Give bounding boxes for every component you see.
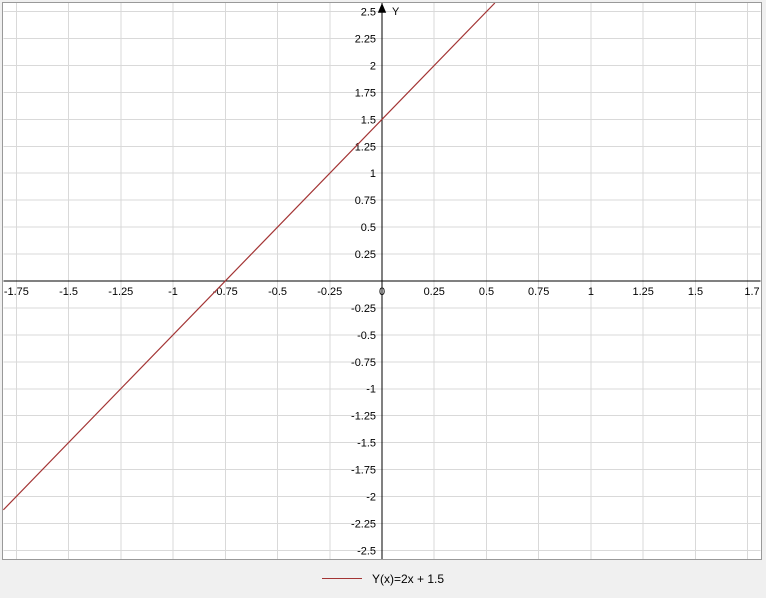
svg-text:2.5: 2.5 [361, 7, 376, 19]
legend: Y(x)=2x + 1.5 [3, 566, 763, 586]
svg-text:-0.75: -0.75 [351, 357, 376, 369]
svg-text:-1.25: -1.25 [108, 286, 133, 298]
svg-text:-1.75: -1.75 [351, 465, 376, 477]
svg-text:-0.25: -0.25 [351, 303, 376, 315]
svg-text:-2.25: -2.25 [351, 518, 376, 530]
svg-text:0.75: 0.75 [528, 286, 549, 298]
svg-text:-0.75: -0.75 [213, 286, 238, 298]
legend-text: Y(x)=2x + 1.5 [372, 572, 444, 586]
svg-text:-1: -1 [366, 384, 376, 396]
svg-text:-1.5: -1.5 [357, 438, 376, 450]
svg-text:-1: -1 [168, 286, 178, 298]
legend-line-sample [322, 578, 362, 579]
svg-text:0: 0 [379, 286, 385, 298]
svg-text:-0.5: -0.5 [268, 286, 287, 298]
svg-text:-2: -2 [366, 491, 376, 503]
svg-text:1.75: 1.75 [355, 87, 376, 99]
svg-text:0.25: 0.25 [424, 286, 445, 298]
svg-text:1.5: 1.5 [361, 114, 376, 126]
svg-text:-1.75: -1.75 [4, 286, 29, 298]
svg-text:0.25: 0.25 [355, 249, 376, 261]
svg-text:-2.5: -2.5 [357, 545, 376, 557]
chart-svg: -1.75-1.5-1.25-1-0.75-0.5-0.2500.250.50.… [3, 3, 761, 559]
svg-text:1.7: 1.7 [744, 286, 759, 298]
svg-text:-1.25: -1.25 [351, 411, 376, 423]
svg-text:1: 1 [370, 168, 376, 180]
svg-text:1: 1 [588, 286, 594, 298]
svg-text:-0.25: -0.25 [317, 286, 342, 298]
svg-text:0.5: 0.5 [361, 222, 376, 234]
svg-text:0.5: 0.5 [479, 286, 494, 298]
svg-text:-1.5: -1.5 [59, 286, 78, 298]
svg-text:1.25: 1.25 [355, 141, 376, 153]
svg-text:-0.5: -0.5 [357, 330, 376, 342]
svg-text:1.5: 1.5 [688, 286, 703, 298]
svg-text:1.25: 1.25 [633, 286, 654, 298]
svg-text:2: 2 [370, 60, 376, 72]
chart-area: -1.75-1.5-1.25-1-0.75-0.5-0.2500.250.50.… [2, 2, 762, 560]
svg-text:0.75: 0.75 [355, 195, 376, 207]
svg-text:2.25: 2.25 [355, 34, 376, 46]
svg-text:Y: Y [392, 6, 400, 18]
